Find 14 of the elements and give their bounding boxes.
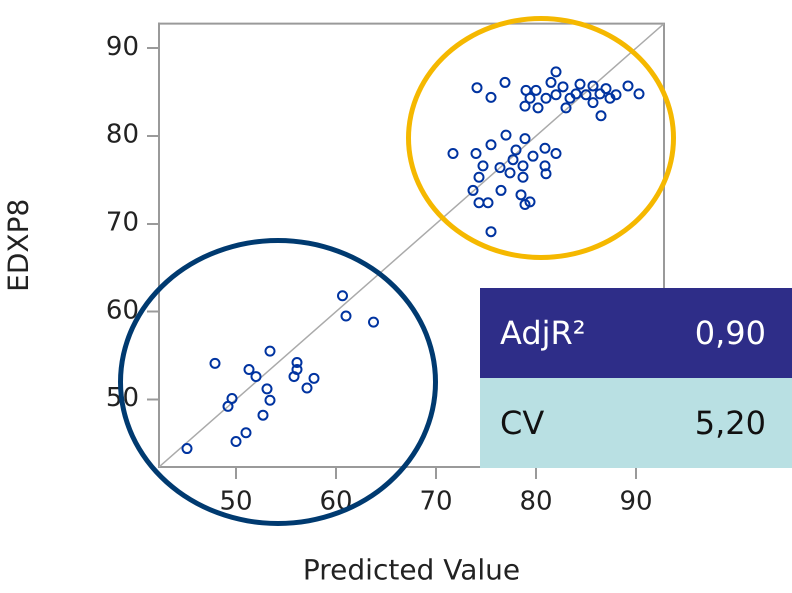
x-axis-title: Predicted Value [302,553,520,586]
text: 0,90 [694,314,766,352]
annotation: AdjR² [500,314,586,352]
x-tick-label: 70 [419,486,453,516]
x-tick-label: 80 [519,486,553,516]
y-tick-label: 60 [106,295,139,326]
x-tick-label: 50 [219,486,253,516]
y-axis-title: EDXP8 [2,198,36,292]
text: 5,20 [694,404,766,442]
y-tick-label: 90 [106,32,139,62]
annotation: CV [500,404,544,442]
y-tick-label: 70 [106,208,139,238]
x-tick-label: 90 [619,486,653,516]
y-tick-label: 80 [106,120,139,150]
